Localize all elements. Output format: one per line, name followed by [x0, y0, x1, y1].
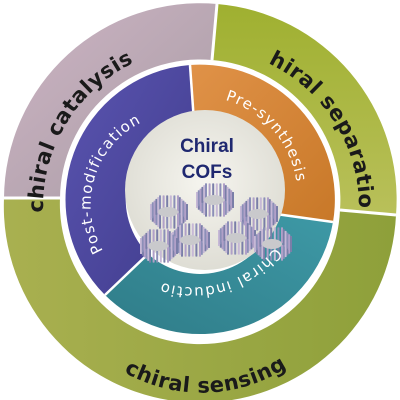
divider: [339, 208, 397, 217]
cof-framework-illustration: [140, 183, 292, 263]
divider: [275, 212, 334, 224]
divider: [104, 253, 149, 296]
inner-segment-post-modification: [65, 65, 195, 295]
divider: [210, 3, 219, 61]
outer-segment-sensing: [3, 198, 396, 400]
outer-segment-catalysis: [4, 3, 217, 199]
center-title-line2: COFs: [182, 162, 233, 183]
outer-segment-separation: [212, 4, 397, 215]
center-title-line1: Chiral: [180, 136, 234, 157]
